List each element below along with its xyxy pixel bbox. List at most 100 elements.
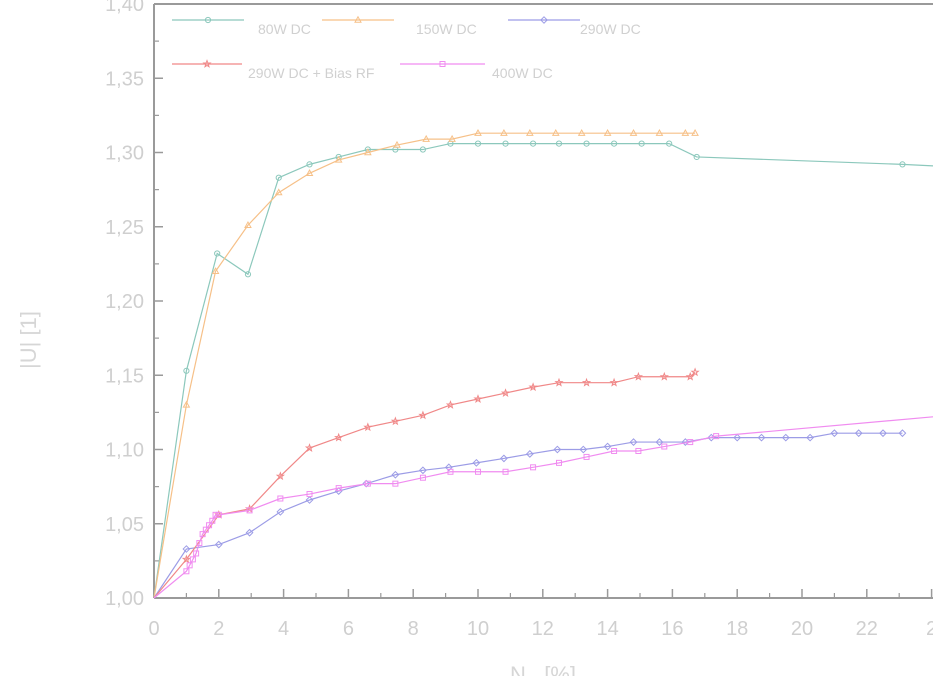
data-point [444, 463, 453, 472]
legend-item: 290W DC + Bias RF [172, 59, 374, 81]
data-point [687, 439, 694, 446]
data-point [214, 250, 221, 257]
data-point [472, 458, 481, 467]
data-point [445, 400, 456, 409]
data-point [629, 438, 638, 446]
data-point [577, 128, 586, 136]
data-point [422, 134, 431, 142]
data-point [898, 429, 907, 438]
data-point [554, 377, 564, 387]
axes [153, 3, 933, 599]
x-axis-title: N_ [%] [510, 662, 576, 676]
data-point [182, 545, 191, 553]
y-tick-label: 1,20 [105, 291, 144, 313]
data-point [733, 433, 742, 442]
data-point [583, 453, 590, 460]
data-point [244, 271, 252, 278]
data-point [419, 466, 427, 475]
data-point [391, 470, 400, 479]
data-point [275, 174, 282, 181]
series-line [153, 142, 933, 599]
data-point [553, 445, 562, 454]
data-point [629, 128, 638, 136]
data-point [525, 128, 534, 136]
data-point [579, 445, 588, 454]
legend-label: 150W DC [416, 21, 477, 37]
data-point [611, 447, 618, 454]
y-ticks: 1,00 1,05 1,10 1,15 1,20 1,25 1,30 1,35 1,40 [105, 0, 163, 610]
data-point [530, 464, 537, 471]
data-point [854, 429, 863, 438]
data-point [181, 554, 192, 564]
data-point [275, 471, 285, 481]
legend: 80W DC 150W DC 290W DC 290W DC + Bias RF 400… [172, 15, 641, 81]
data-point [448, 134, 456, 142]
data-point [899, 161, 906, 168]
data-point [182, 400, 191, 408]
data-point [305, 496, 314, 504]
legend-label: 290W DC + Bias RF [248, 65, 374, 81]
data-point [392, 480, 399, 487]
data-point [334, 432, 344, 442]
data-point [655, 128, 664, 136]
legend-label: 80W DC [258, 21, 311, 37]
data-point [274, 188, 283, 196]
data-point [830, 429, 839, 438]
data-point [879, 429, 887, 438]
data-point [659, 371, 669, 381]
data-point [206, 522, 213, 529]
legend-item: 80W DC [172, 16, 311, 37]
data-point [335, 485, 342, 492]
data-point [215, 511, 222, 518]
legend-item: 400W DC [400, 61, 553, 81]
data-point [214, 540, 223, 549]
data-point [540, 16, 548, 24]
x-ticks: 0 2 4 6 8 10 12 14 16 18 20 22 2 [148, 589, 933, 640]
data-point [583, 140, 590, 147]
legend-label: 400W DC [492, 65, 553, 81]
x-tick-label: 18 [726, 618, 748, 640]
data-point [212, 511, 219, 518]
data-point [245, 528, 254, 537]
data-point [439, 61, 446, 67]
data-point [186, 562, 193, 569]
data-point [363, 148, 372, 156]
series-line [153, 132, 696, 599]
data-point [693, 153, 700, 161]
data-point [362, 479, 371, 488]
series-400w-dc [153, 416, 933, 599]
y-tick-label: 1,05 [105, 514, 144, 536]
data-point [475, 468, 481, 475]
y-tick-label: 1,40 [105, 0, 144, 16]
data-point [418, 410, 428, 420]
data-point [655, 438, 664, 446]
data-point [555, 140, 563, 147]
data-point [183, 367, 190, 374]
y-tick-label: 1,25 [105, 217, 144, 239]
data-point [304, 443, 315, 452]
data-point [306, 491, 313, 498]
x-tick-label: 20 [791, 618, 813, 640]
series-150w-dc [153, 128, 699, 599]
data-point [529, 140, 537, 147]
series-line [153, 371, 696, 599]
data-point [202, 526, 209, 533]
data-point [502, 140, 509, 147]
data-point [474, 128, 482, 136]
data-point [364, 480, 371, 487]
data-point [246, 507, 253, 514]
y-axis-title: |U| [1] [16, 311, 41, 369]
data-point [277, 495, 284, 502]
data-point [556, 459, 562, 466]
data-point [500, 128, 508, 136]
data-point [666, 140, 673, 147]
series-layer [153, 128, 933, 599]
data-point [502, 468, 509, 475]
data-point [202, 59, 212, 68]
data-point [609, 377, 619, 387]
series-80w-dc [153, 140, 933, 599]
data-point [681, 128, 690, 136]
data-point [713, 433, 720, 440]
data-point [690, 367, 700, 377]
data-point [525, 450, 534, 458]
